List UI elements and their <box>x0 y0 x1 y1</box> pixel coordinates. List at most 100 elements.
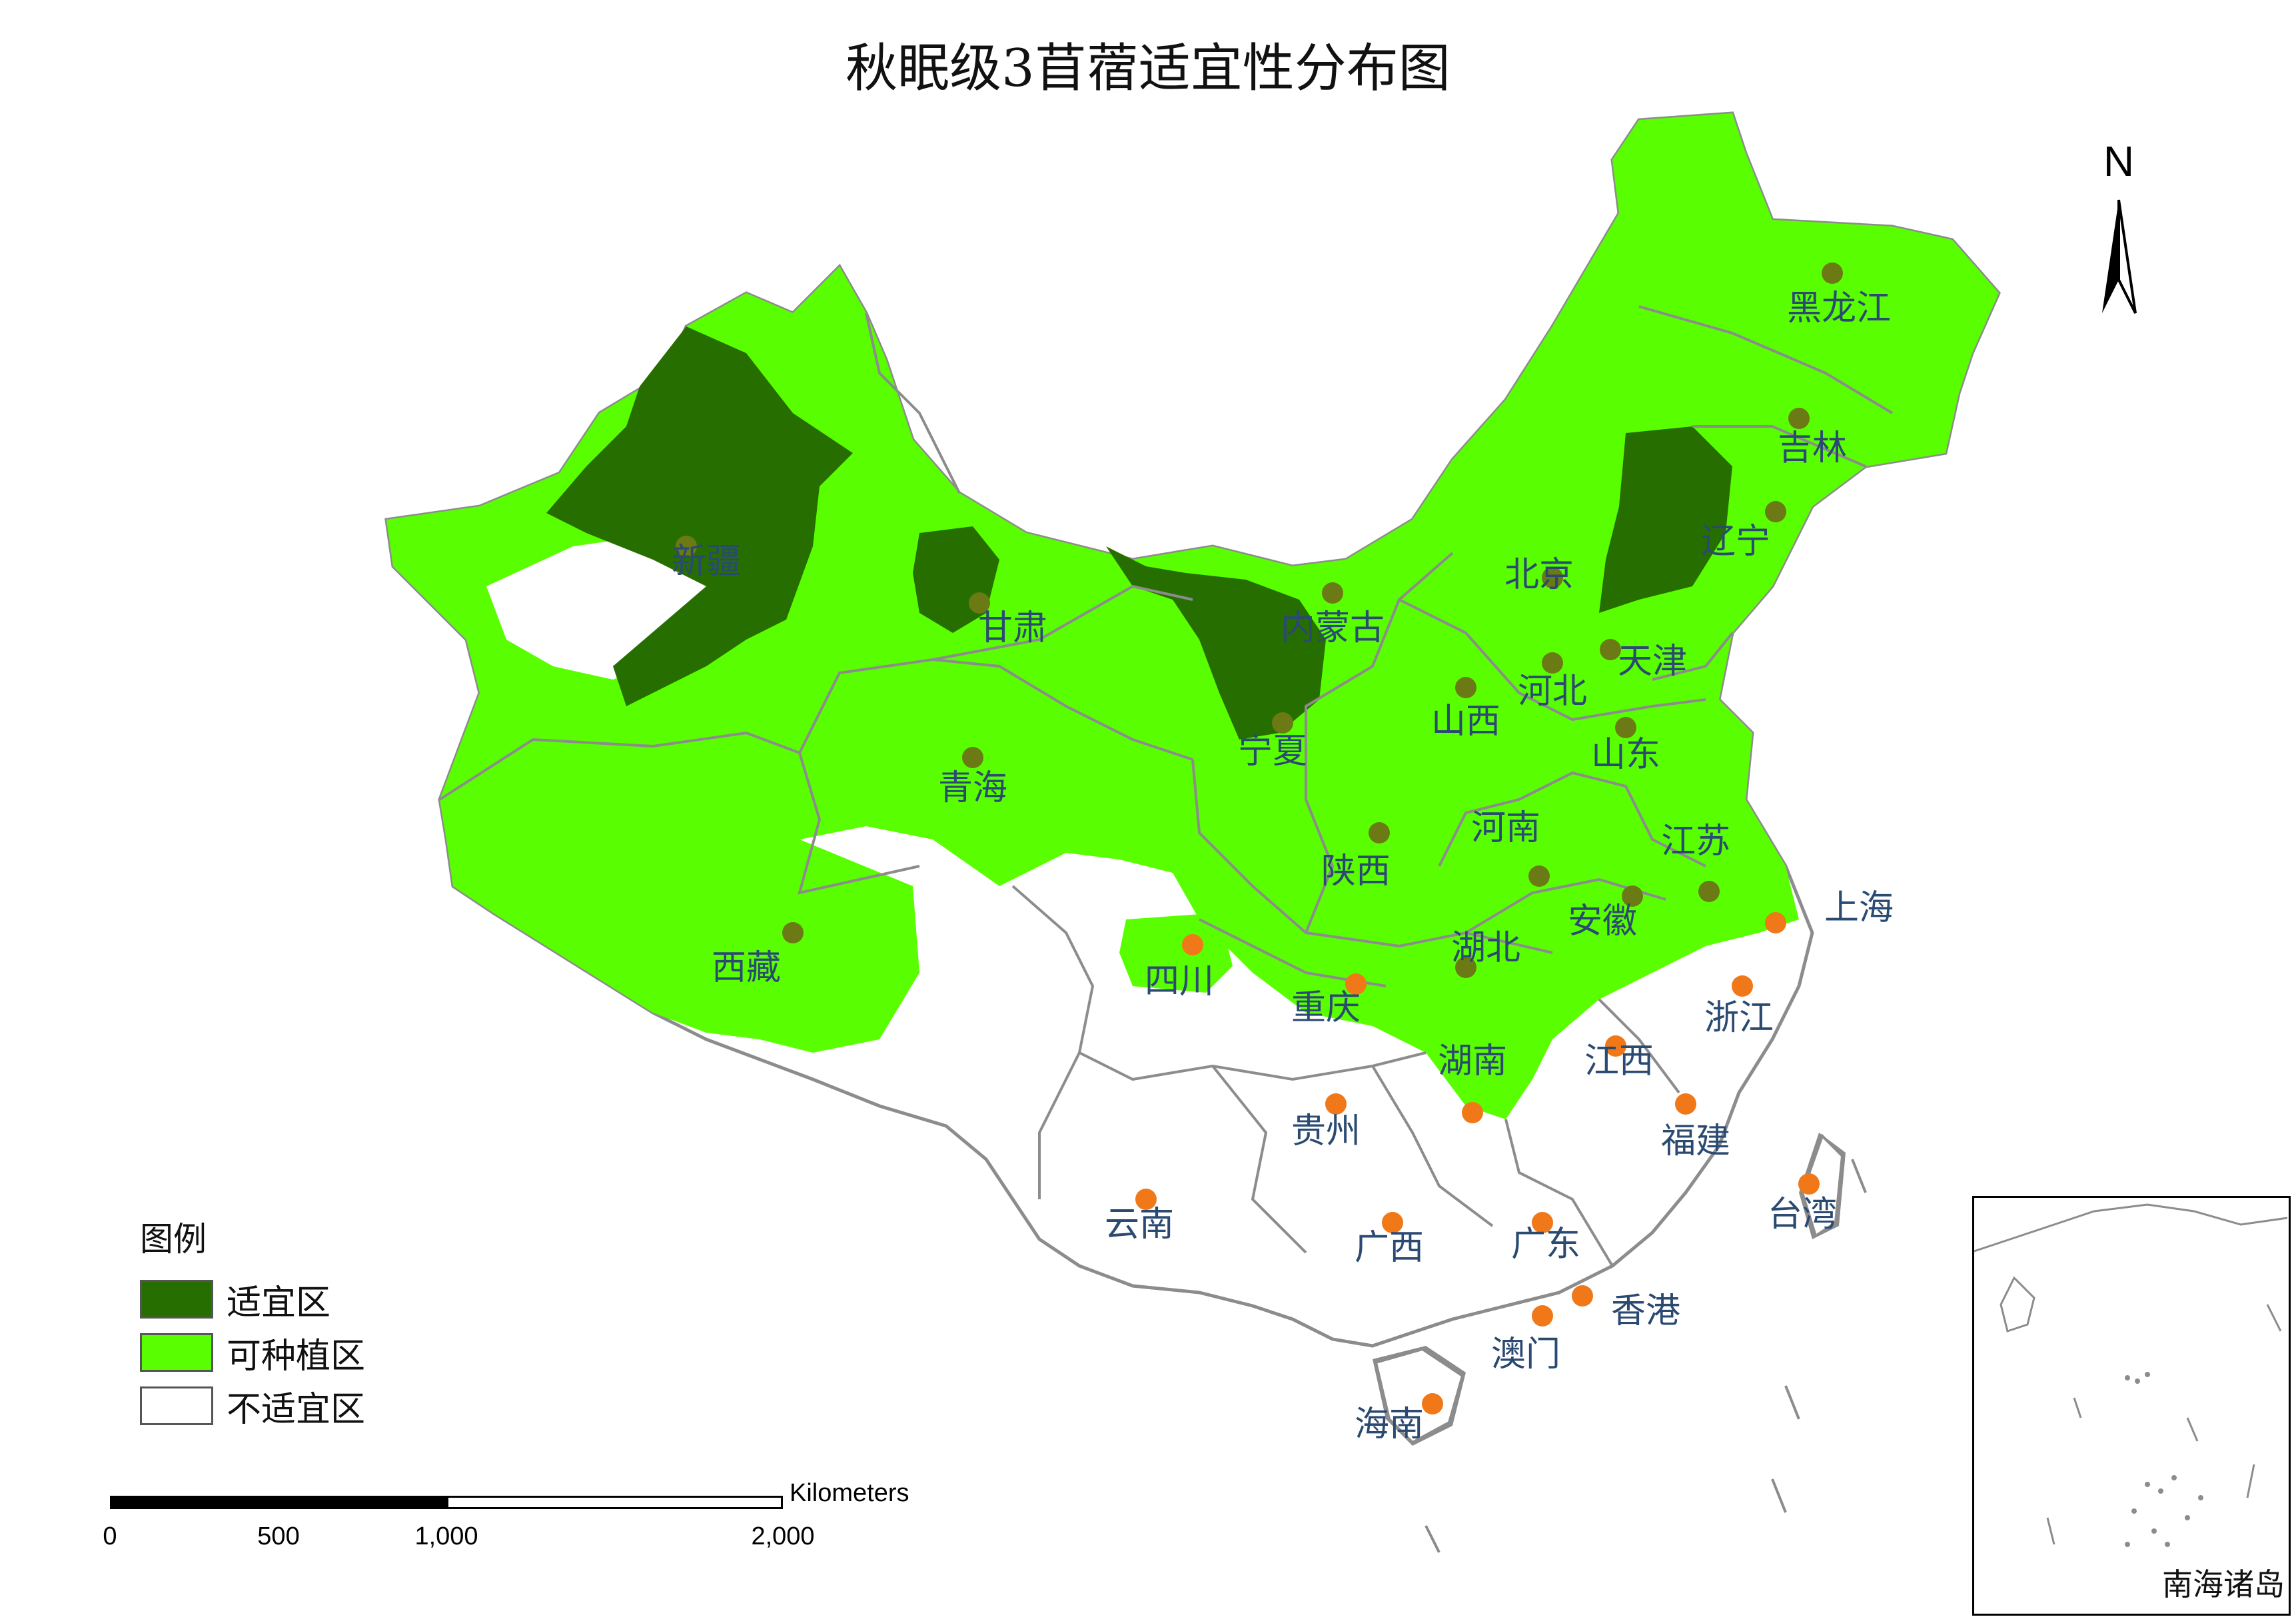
province-marker <box>1798 1173 1820 1195</box>
scale-segment-2 <box>446 1496 783 1509</box>
province-label: 西藏 <box>712 948 781 988</box>
province-marker <box>1572 1285 1593 1307</box>
legend-item-plantable: 可种植区 <box>140 1326 365 1379</box>
legend-label: 适宜区 <box>227 1283 331 1323</box>
province-marker <box>1345 973 1367 995</box>
province-label: 香港 <box>1611 1291 1680 1331</box>
province-marker <box>1455 677 1476 698</box>
suitable-area-xinjiang <box>546 326 853 706</box>
province-label: 安徽 <box>1568 901 1637 941</box>
province-label: 重庆 <box>1291 988 1361 1028</box>
scale-unit: Kilometers <box>790 1479 909 1507</box>
legend-label: 不适宜区 <box>227 1389 366 1430</box>
province-boundaries <box>438 305 1894 1267</box>
legend-swatch-unsuitable <box>140 1386 213 1425</box>
legend-item-suitable: 适宜区 <box>140 1273 365 1326</box>
province-label: 吉林 <box>1778 428 1847 468</box>
province-label: 陕西 <box>1321 851 1391 891</box>
province-label: 江苏 <box>1661 821 1730 861</box>
province-marker <box>1369 822 1390 843</box>
province-marker <box>1135 1189 1157 1210</box>
legend: 图例 适宜区 可种植区 不适宜区 <box>140 1213 365 1432</box>
scale-tick: 0 <box>103 1522 117 1550</box>
legend-title: 图例 <box>140 1220 207 1259</box>
dash-lines <box>1425 1159 1867 1553</box>
province-marker <box>1532 1305 1553 1327</box>
province-marker <box>1325 1093 1347 1115</box>
province-marker <box>1272 712 1293 734</box>
province-marker <box>1788 408 1810 429</box>
province-marker <box>1765 912 1786 933</box>
province-label: 湖南 <box>1438 1041 1507 1081</box>
province-marker <box>1622 885 1643 907</box>
province-label: 山东 <box>1591 735 1660 775</box>
province-label: 青海 <box>938 768 1007 808</box>
province-label: 山西 <box>1431 702 1500 742</box>
legend-swatch-suitable <box>140 1280 213 1319</box>
province-label: 河北 <box>1518 672 1587 712</box>
scale-tick: 1,000 <box>414 1522 478 1550</box>
province-marker <box>1542 652 1563 674</box>
province-marker <box>1675 1093 1696 1115</box>
province-marker <box>1605 1035 1626 1057</box>
legend-item-unsuitable: 不适宜区 <box>140 1379 365 1432</box>
province-label: 浙江 <box>1704 998 1774 1038</box>
province-label: 上海 <box>1824 888 1894 928</box>
province-label: 江西 <box>1584 1041 1654 1081</box>
province-marker <box>1532 1212 1553 1233</box>
suitable-area-ningxia <box>1106 546 1326 740</box>
province-marker <box>1822 263 1843 284</box>
province-label: 台湾 <box>1768 1195 1837 1235</box>
province-label: 澳门 <box>1491 1335 1560 1374</box>
province-markers <box>676 263 1843 1414</box>
province-marker <box>962 747 983 768</box>
province-marker <box>1322 582 1343 604</box>
province-marker <box>1462 1102 1483 1123</box>
province-marker <box>1732 975 1753 997</box>
province-marker <box>1382 1212 1403 1233</box>
province-marker <box>1182 934 1203 955</box>
province-label: 四川 <box>1145 961 1214 1001</box>
north-arrow-icon <box>2102 199 2137 314</box>
province-marker <box>1528 865 1550 887</box>
province-label: 北京 <box>1504 555 1574 595</box>
province-marker <box>969 592 990 614</box>
province-label: 云南 <box>1105 1205 1174 1245</box>
north-label: N <box>2103 137 2135 185</box>
province-label: 甘肃 <box>978 608 1047 648</box>
inset-map <box>1974 1203 2288 1547</box>
province-marker <box>1615 717 1636 738</box>
legend-swatch-plantable <box>140 1333 213 1372</box>
province-label: 贵州 <box>1291 1111 1361 1151</box>
scale-tick: 2,000 <box>751 1522 815 1550</box>
province-label: 广西 <box>1355 1228 1424 1268</box>
province-label: 内蒙古 <box>1281 608 1385 648</box>
province-label: 海南 <box>1355 1404 1424 1444</box>
province-label: 新疆 <box>672 542 741 582</box>
inset-label: 南海诸岛 <box>2162 1566 2285 1602</box>
scale-segment-1 <box>110 1496 446 1509</box>
province-marker <box>1765 501 1786 522</box>
plantable-patch-sichuan <box>1119 913 1233 993</box>
legend-label: 可种植区 <box>227 1336 366 1376</box>
province-label: 湖北 <box>1451 928 1520 968</box>
province-label: 宁夏 <box>1238 732 1307 772</box>
south-china-sea-inset: 南海诸岛 <box>1972 1196 2291 1616</box>
province-marker <box>1542 567 1563 588</box>
province-marker <box>782 922 804 943</box>
province-label: 福建 <box>1661 1121 1730 1161</box>
province-label: 广东 <box>1511 1225 1580 1265</box>
province-marker <box>1698 881 1720 902</box>
island-hainan <box>1374 1347 1464 1444</box>
province-marker <box>1455 957 1476 978</box>
map-title: 秋眠级3苜蓿适宜性分布图 <box>846 39 1450 99</box>
province-marker <box>1600 639 1621 660</box>
province-marker <box>676 536 697 557</box>
scale-tick: 500 <box>257 1522 300 1550</box>
province-label: 辽宁 <box>1701 522 1770 562</box>
province-marker <box>1422 1393 1443 1414</box>
province-label: 黑龙江 <box>1787 288 1891 328</box>
province-label: 天津 <box>1618 642 1687 682</box>
